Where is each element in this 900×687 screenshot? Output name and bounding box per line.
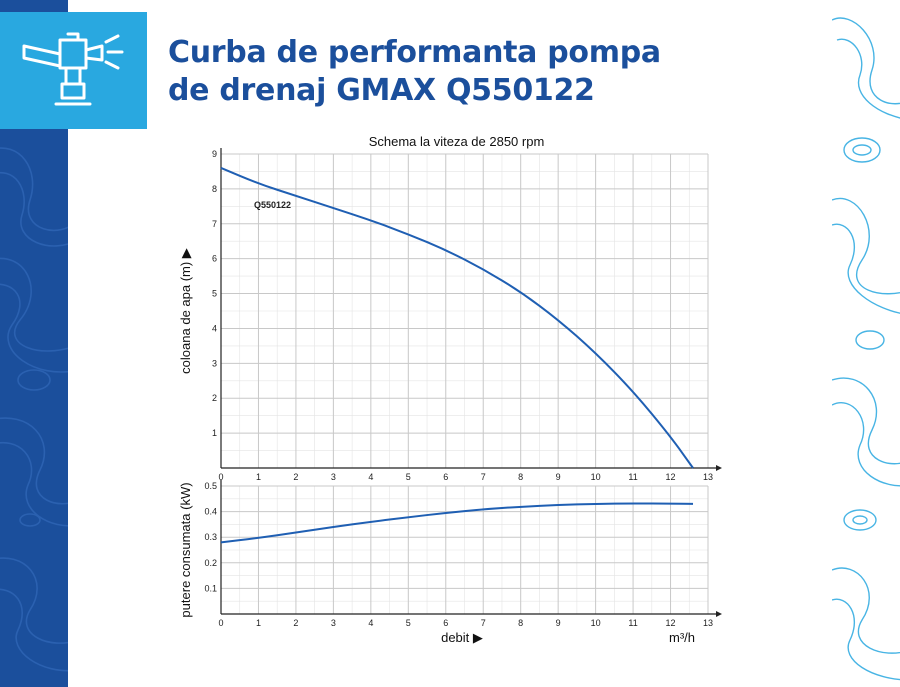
y-tick-label: 5 — [212, 289, 217, 299]
x-tick-label: 13 — [703, 618, 713, 628]
left-contour-pattern — [0, 147, 68, 672]
y-tick-label: 1 — [212, 428, 217, 438]
x-tick-label: 1 — [256, 618, 261, 628]
x-tick-label: 8 — [518, 472, 523, 482]
chart-title: Schema la viteza de 2850 rpm — [369, 134, 545, 149]
x-axis-title: debit ▶ — [441, 630, 483, 645]
series-line — [220, 167, 694, 469]
x-tick-label: 10 — [591, 472, 601, 482]
x-tick-label: 7 — [481, 472, 486, 482]
pump-icon — [22, 32, 124, 106]
x-tick-label: 8 — [518, 618, 523, 628]
title-line-1: Curba de performanta pompa — [168, 35, 661, 70]
x-tick-label: 1 — [256, 472, 261, 482]
y-tick-label: 2 — [212, 393, 217, 403]
x-tick-label: 2 — [293, 618, 298, 628]
right-decorative-band — [832, 0, 900, 687]
y-tick-label: 3 — [212, 358, 217, 368]
x-tick-label: 3 — [331, 618, 336, 628]
y-tick-label: 9 — [212, 149, 217, 159]
series-label: Q550122 — [254, 200, 291, 210]
y-tick-label: 0.3 — [204, 532, 217, 542]
x-tick-label: 3 — [331, 472, 336, 482]
y-tick-label: 8 — [212, 184, 217, 194]
x-tick-label: 12 — [666, 472, 676, 482]
x-tick-label: 4 — [368, 472, 373, 482]
x-tick-label: 12 — [666, 618, 676, 628]
x-tick-label: 7 — [481, 618, 486, 628]
y-tick-label: 0.4 — [204, 507, 217, 517]
right-contour-pattern — [832, 17, 900, 681]
x-tick-label: 5 — [406, 618, 411, 628]
y-tick-label: 7 — [212, 219, 217, 229]
y-tick-label: 0.5 — [204, 481, 217, 491]
title-line-2: de drenaj GMAX Q550122 — [168, 73, 595, 108]
x-tick-label: 13 — [703, 472, 713, 482]
page-title: Curba de performanta pompa de drenaj GMA… — [168, 34, 768, 110]
x-tick-label: 6 — [443, 472, 448, 482]
x-tick-label: 4 — [368, 618, 373, 628]
x-axis-unit: m³/h — [669, 630, 695, 645]
y-tick-label: 4 — [212, 323, 217, 333]
x-tick-label: 9 — [556, 618, 561, 628]
x-tick-label: 5 — [406, 472, 411, 482]
series-line — [220, 502, 694, 544]
x-tick-label: 0 — [218, 472, 223, 482]
x-tick-label: 6 — [443, 618, 448, 628]
x-axis-arrow — [716, 465, 722, 471]
y-axis-title: coloana de apa (m) ▶ — [178, 248, 193, 374]
y-tick-label: 0.2 — [204, 558, 217, 568]
x-tick-label: 2 — [293, 472, 298, 482]
x-tick-label: 11 — [628, 618, 637, 628]
y-tick-label: 0.1 — [204, 583, 217, 593]
x-tick-label: 0 — [218, 618, 223, 628]
x-tick-label: 9 — [556, 472, 561, 482]
x-tick-label: 11 — [628, 472, 637, 482]
y-axis-title: putere consumata (kW) — [178, 482, 193, 617]
pump-icon-box — [0, 12, 147, 129]
x-tick-label: 10 — [591, 618, 601, 628]
y-tick-label: 6 — [212, 254, 217, 264]
x-axis-arrow — [716, 611, 722, 617]
